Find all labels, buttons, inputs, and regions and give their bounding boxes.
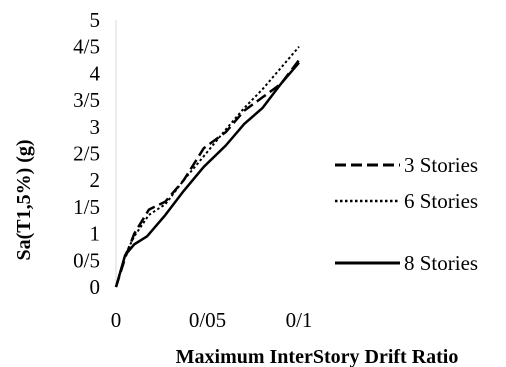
y-tick-label: 2 <box>90 168 101 192</box>
x-axis-title: Maximum InterStory Drift Ratio <box>176 346 459 367</box>
legend-label: 3 Stories <box>404 153 478 177</box>
x-tick-label: 0/1 <box>286 308 313 332</box>
legend: 3 Stories 6 Stories 8 Stories <box>335 153 478 275</box>
series-line-6-stories <box>115 46 300 288</box>
series-layer <box>114 46 300 288</box>
y-tick-label: 0 <box>90 275 101 299</box>
x-tick-label: 0 <box>111 308 122 332</box>
y-tick-label: 4/5 <box>73 35 100 59</box>
y-tick-label: 3 <box>90 115 101 139</box>
y-tick-label: 2/5 <box>73 142 100 166</box>
series-line-8-stories <box>114 61 300 288</box>
y-tick-label: 3/5 <box>73 88 100 112</box>
legend-label: 8 Stories <box>404 251 478 275</box>
x-tick-label: 0/05 <box>189 308 226 332</box>
y-tick-label: 4 <box>90 61 101 85</box>
y-tick-label: 1 <box>90 222 101 246</box>
y-axis-title: Sa(T1,5%) (g) <box>13 139 35 260</box>
y-tick-label: 1/5 <box>73 195 100 219</box>
y-axis-ticks: 0 0/51 1/5 22/5 3 3/5 44/5 5 <box>73 8 100 299</box>
y-tick-label: 0/5 <box>73 248 100 272</box>
legend-label: 6 Stories <box>404 189 478 213</box>
x-axis-ticks: 0 0/05 0/1 <box>111 308 313 332</box>
y-tick-label: 5 <box>90 8 101 32</box>
